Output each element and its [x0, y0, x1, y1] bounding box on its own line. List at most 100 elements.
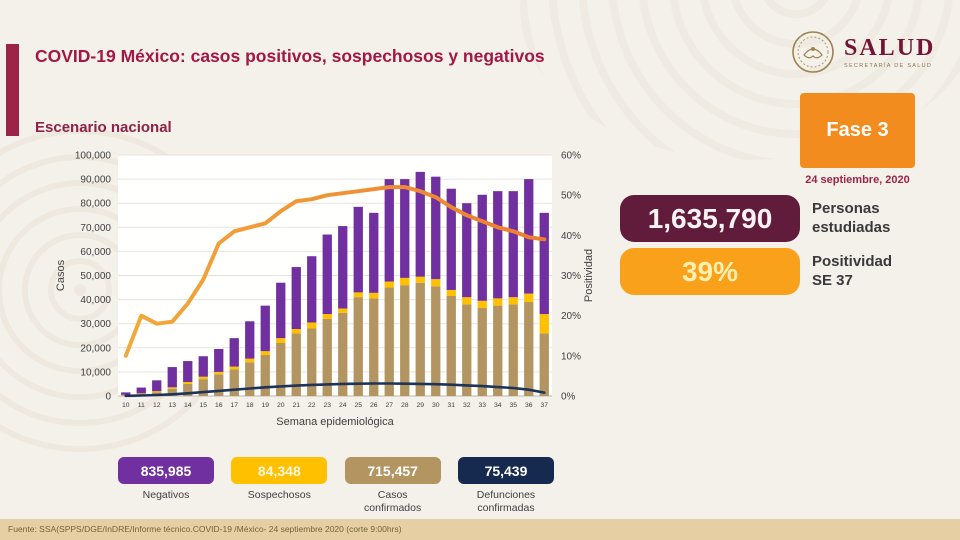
- x-axis-tick: 25: [355, 402, 363, 409]
- bar-segment: [121, 392, 131, 395]
- positividad-label: Positividad SE 37: [812, 252, 893, 289]
- bar-segment: [260, 351, 270, 356]
- x-axis-tick: 11: [138, 402, 145, 409]
- bar-segment: [322, 318, 332, 396]
- bar-segment: [183, 382, 193, 384]
- bar-segment: [353, 292, 363, 298]
- x-axis-tick: 27: [386, 402, 394, 409]
- bar-segment: [477, 194, 487, 301]
- y-axis-right-tick: 60%: [561, 151, 581, 162]
- bar-segment: [446, 289, 456, 296]
- x-axis-tick: 28: [401, 402, 409, 409]
- bar-segment: [508, 304, 518, 396]
- phase-date: 24 septiembre, 2020: [805, 174, 910, 186]
- y-axis-left-tick: 10,000: [80, 367, 111, 378]
- bar-segment: [260, 305, 270, 352]
- bar-segment: [539, 314, 549, 334]
- bar-segment: [524, 293, 534, 303]
- left-accent-bar: [6, 44, 19, 136]
- x-axis-tick: 29: [417, 402, 425, 409]
- stat-row-positividad: 39% Positividad SE 37: [620, 248, 892, 295]
- bar-segment: [493, 191, 503, 299]
- bar-segment: [291, 329, 301, 334]
- x-axis-tick: 37: [541, 402, 549, 409]
- bar-segment: [152, 391, 162, 393]
- bar-segment: [136, 387, 146, 394]
- personas-estudiadas-badge: 1,635,790: [620, 195, 800, 242]
- casos-confirmados-label: Casos confirmados: [364, 489, 422, 515]
- defunciones-label: Defunciones confirmadas: [476, 489, 536, 515]
- bar-segment: [415, 276, 425, 283]
- stat-row-personas-estudiadas: 1,635,790 Personas estudiadas: [620, 195, 890, 242]
- x-axis-tick: 16: [215, 402, 223, 409]
- x-axis-title: Semana epidemiológica: [276, 416, 394, 428]
- bar-segment: [245, 358, 255, 363]
- bar-segment: [307, 256, 317, 323]
- y-axis-right-tick: 40%: [561, 231, 581, 242]
- bar-segment: [539, 212, 549, 315]
- bar-segment: [539, 333, 549, 396]
- bar-segment: [446, 295, 456, 396]
- bar-segment: [508, 297, 518, 305]
- y-axis-right-tick: 30%: [561, 271, 581, 282]
- bar-segment: [198, 376, 208, 380]
- sospechosos-count-badge: 84,348: [231, 457, 328, 484]
- bar-segment: [353, 297, 363, 396]
- x-axis-tick: 23: [324, 402, 332, 409]
- x-axis-tick: 18: [246, 402, 254, 409]
- bar-segment: [493, 298, 503, 306]
- x-axis-tick: 17: [231, 402, 239, 409]
- y-axis-right-title: Positividad: [583, 249, 595, 302]
- y-axis-right-tick: 50%: [561, 191, 581, 202]
- bar-segment: [384, 281, 394, 288]
- phase-badge: Fase 3: [800, 93, 915, 168]
- bar-segment: [291, 267, 301, 329]
- bar-segment: [338, 308, 348, 313]
- x-axis-tick: 13: [169, 402, 177, 409]
- bar-segment: [198, 356, 208, 377]
- bar-segment: [167, 367, 177, 388]
- x-axis-tick: 36: [525, 402, 533, 409]
- bar-segment: [338, 312, 348, 396]
- x-axis-tick: 31: [448, 402, 456, 409]
- bar-segment: [214, 371, 224, 375]
- bar-segment: [322, 314, 332, 319]
- negativos-label: Negativos: [142, 489, 190, 501]
- bar-segment: [431, 176, 441, 280]
- footer-source: Fuente: SSA(SPPS/DGE/InDRE/Informe técni…: [8, 524, 402, 534]
- x-axis-tick: 35: [510, 402, 518, 409]
- bar-segment: [214, 349, 224, 372]
- bar-segment: [276, 342, 286, 396]
- bar-segment: [214, 374, 224, 396]
- epidemic-chart: 0 10,000 20,000 30,000 40,000 50,000 60,000 70,…: [55, 151, 595, 429]
- bar-segment: [384, 179, 394, 282]
- x-axis-tick: 30: [432, 402, 440, 409]
- bar-segment: [307, 328, 317, 396]
- bar-segment: [167, 387, 177, 389]
- bar-segment: [338, 226, 348, 309]
- casos-confirmados-count-badge: 715,457: [344, 457, 441, 484]
- bar-segment: [167, 388, 177, 396]
- defunciones-count-badge: 75,439: [457, 457, 554, 484]
- x-axis-tick: 24: [339, 402, 347, 409]
- personas-estudiadas-label: Personas estudiadas: [812, 199, 891, 236]
- bar-segment: [198, 379, 208, 396]
- negativos-count-badge: 835,985: [118, 457, 214, 484]
- bar-segment: [508, 191, 518, 298]
- x-axis-tick: 14: [184, 402, 192, 409]
- bar-segment: [276, 338, 286, 343]
- x-axis-tick: 22: [308, 402, 316, 409]
- bar-segment: [183, 361, 193, 383]
- x-axis-tick: 20: [277, 402, 285, 409]
- positivity-line: [123, 185, 547, 358]
- bar-segment: [136, 393, 146, 395]
- legend-item-casos-confirmados: 715,457 Casos confirmados: [344, 457, 441, 515]
- bar-segment: [276, 282, 286, 339]
- y-axis-left-tick: 80,000: [80, 199, 111, 210]
- chart-legend: 835,985 Negativos 84,348 Sospechosos 715…: [118, 457, 554, 515]
- sospechosos-label: Sospechosos: [247, 489, 311, 501]
- legend-item-negativos: 835,985 Negativos: [118, 457, 214, 515]
- bar-segment: [229, 338, 239, 367]
- bar-segment: [152, 380, 162, 392]
